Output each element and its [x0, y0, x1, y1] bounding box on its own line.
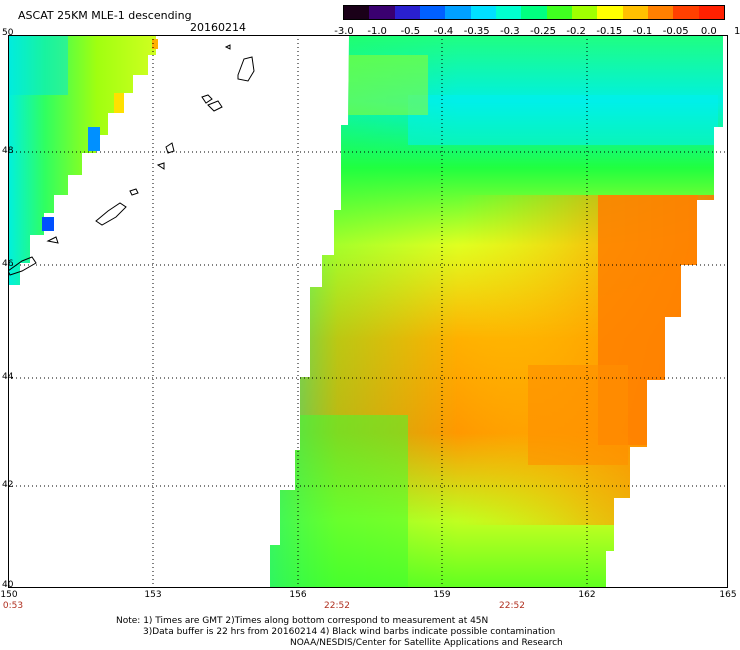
colorbar-swatch	[419, 6, 446, 19]
lat-label-50: 50	[2, 28, 14, 38]
colorbar-tick-label: -0.25	[530, 26, 556, 37]
map-date: 20160214	[190, 21, 246, 34]
lat-label-40: 40	[2, 580, 14, 590]
lat-label-42: 42	[2, 480, 14, 490]
lat-label-46: 46	[2, 259, 14, 269]
colorbar-tick-label: -3.0	[334, 26, 354, 37]
colorbar-swatch	[369, 6, 395, 19]
map-frame	[8, 35, 728, 588]
colorbar-tick-label: 1.0	[734, 26, 740, 37]
lat-label-44: 44	[2, 372, 14, 382]
main-swath	[270, 35, 723, 588]
note-line-3: NOAA/NESDIS/Center for Satellite Applica…	[290, 638, 563, 648]
note-line-2: 3)Data buffer is 22 hrs from 20160214 4)…	[143, 627, 556, 637]
lon-label-159: 159	[433, 590, 451, 600]
time-label-2: 22:52	[324, 601, 350, 611]
colorbar-swatch	[622, 6, 648, 19]
lon-label-153: 153	[144, 590, 162, 600]
colorbar-swatch	[597, 6, 623, 19]
note-line-1: Note: 1) Times are GMT 2)Times along bot…	[116, 616, 489, 626]
colorbar-swatch	[445, 6, 471, 19]
colorbar-tick-label: -0.35	[463, 26, 490, 37]
colorbar-swatch	[495, 6, 522, 19]
colorbar-swatch	[647, 6, 674, 19]
colorbar-tick-label: -0.1	[632, 26, 653, 37]
colorbar-tick-label: -0.2	[566, 26, 586, 37]
colorbar-tick-label: -0.3	[500, 26, 520, 37]
time-label-1: 0:53	[2, 601, 24, 611]
colorbar-swatch	[698, 6, 724, 19]
lon-label-162: 162	[578, 590, 596, 600]
colorbar-swatch	[521, 6, 547, 19]
colorbar-swatch	[394, 6, 420, 19]
colorbar-swatch	[546, 6, 572, 19]
lat-label-48: 48	[2, 146, 14, 156]
lon-label-156: 156	[289, 590, 307, 600]
graticule	[8, 35, 728, 588]
lon-label-165: 165	[719, 590, 737, 600]
colorbar-tick-label: -0.15	[596, 26, 623, 37]
time-label-3: 22:52	[499, 601, 525, 611]
coastlines	[8, 44, 255, 276]
colorbar-swatch	[470, 6, 496, 19]
colorbar-tick-label: -0.4	[433, 26, 454, 37]
colorbar-tick-label: -0.05	[662, 26, 689, 37]
map-title: ASCAT 25KM MLE-1 descending	[18, 9, 192, 22]
swath-map	[8, 35, 728, 588]
colorbar-swatch	[344, 6, 370, 19]
colorbar-swatch	[673, 6, 699, 19]
colorbar-tick-label: -0.5	[400, 26, 421, 37]
west-swath	[8, 35, 158, 285]
lon-label-150: 150	[0, 590, 18, 600]
colorbar-tick-label: 0.0	[700, 26, 717, 37]
colorbar-swatch	[571, 6, 598, 19]
colorbar-tick-label: -1.0	[367, 26, 387, 37]
colorbar	[343, 5, 725, 20]
